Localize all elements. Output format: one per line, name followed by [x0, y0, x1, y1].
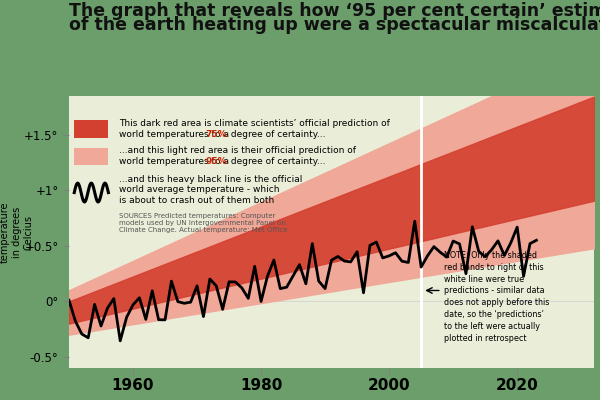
Text: 95%: 95% [205, 157, 227, 166]
Text: NOTE: Only the shaded
red bands to right of this
white line were true
prediction: NOTE: Only the shaded red bands to right… [445, 251, 550, 343]
Text: 75%: 75% [205, 130, 227, 139]
Text: degree of certainty...: degree of certainty... [228, 157, 326, 166]
Text: world average temperature - which: world average temperature - which [119, 185, 280, 194]
Text: degree of certainty...: degree of certainty... [228, 130, 326, 139]
Text: world temperatures to a: world temperatures to a [119, 157, 232, 166]
Text: ...and this light red area is their official prediction of: ...and this light red area is their offi… [119, 146, 356, 155]
Text: The graph that reveals how ‘95 per cent certain’ estimates: The graph that reveals how ‘95 per cent … [69, 2, 600, 20]
Text: This dark red area is climate scientists’ official prediction of: This dark red area is climate scientists… [119, 119, 390, 128]
Text: of the earth heating up were a spectacular miscalculation: of the earth heating up were a spectacul… [69, 16, 600, 34]
FancyBboxPatch shape [74, 120, 109, 138]
FancyBboxPatch shape [74, 148, 109, 165]
Text: SOURCES Predicted temperatures: Computer
models used by UN Intergovernmental Pan: SOURCES Predicted temperatures: Computer… [119, 213, 287, 233]
Text: world temperatures to a: world temperatures to a [119, 130, 232, 139]
Text: is about to crash out of them both: is about to crash out of them both [119, 196, 274, 204]
Text: ...and this heavy black line is the official: ...and this heavy black line is the offi… [119, 175, 302, 184]
Text: Changes in
temperature
in degrees
Celcius: Changes in temperature in degrees Celciu… [0, 201, 33, 263]
